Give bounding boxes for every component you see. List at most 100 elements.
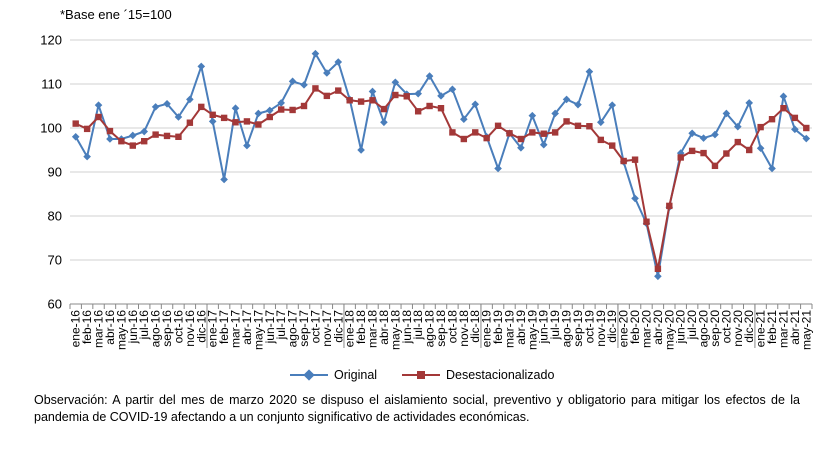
data-point-original (311, 49, 320, 58)
data-point-desestacionalizado (803, 124, 810, 132)
data-point-desestacionalizado (506, 130, 513, 137)
diamond-marker-icon (303, 369, 315, 381)
data-point-desestacionalizado (437, 105, 445, 112)
x-tick-label: sep-18 (434, 310, 448, 347)
x-tick-label: feb-20 (628, 310, 642, 344)
data-point-desestacionalizado (380, 105, 388, 113)
data-point-original (106, 135, 114, 143)
x-tick-label: ago-16 (149, 310, 163, 348)
y-tick-label: 70 (48, 253, 62, 268)
x-tick-label: mar-18 (366, 310, 380, 348)
data-point-original (71, 133, 80, 141)
x-tick-label: ene-17 (206, 310, 220, 348)
x-tick-label: ene-18 (343, 310, 357, 348)
x-tick-label: abr-17 (240, 310, 254, 345)
data-point-original (391, 78, 400, 87)
data-point-original (425, 72, 434, 80)
x-tick-label: dic-20 (742, 310, 756, 343)
data-point-desestacionalizado (723, 150, 730, 157)
x-tick-label: jun-17 (263, 310, 277, 345)
data-point-desestacionalizado (631, 156, 639, 163)
data-point-original (368, 87, 377, 96)
x-tick-label: jun-18 (400, 310, 414, 345)
y-axis-label: *Base ene ´15=100 (60, 7, 172, 22)
x-tick-label: sep-19 (571, 310, 585, 347)
data-point-desestacionalizado (449, 129, 456, 136)
legend-item-original: Original (290, 368, 377, 382)
legend-label-desestacionalizado: Desestacionalizado (446, 368, 555, 382)
data-point-desestacionalizado (198, 103, 205, 111)
x-tick-label: ene-21 (754, 310, 768, 348)
x-tick-label: abr-20 (651, 310, 665, 345)
data-point-desestacionalizado (677, 154, 684, 161)
x-tick-label: may-20 (662, 310, 676, 350)
data-point-desestacionalizado (266, 113, 273, 121)
data-point-desestacionalizado (586, 123, 593, 130)
data-point-desestacionalizado (551, 129, 559, 136)
x-tick-label: jul-18 (411, 310, 425, 341)
data-point-original (802, 134, 811, 143)
data-point-desestacionalizado (414, 108, 422, 115)
data-point-desestacionalizado (186, 119, 194, 126)
data-point-original (254, 109, 263, 118)
y-tick-label: 110 (41, 77, 62, 92)
data-point-original (243, 141, 251, 150)
data-point-original (608, 101, 617, 109)
data-point-desestacionalizado (72, 120, 79, 127)
x-tick-label: nov-20 (731, 310, 745, 347)
x-tick-label: nov-16 (183, 310, 197, 347)
data-point-desestacionalizado (83, 125, 91, 133)
x-tick-label: jun-19 (537, 310, 551, 345)
data-point-original (357, 146, 365, 154)
y-tick-label: 100 (40, 121, 62, 136)
data-point-original (334, 58, 343, 66)
data-point-original (231, 104, 240, 112)
data-point-desestacionalizado (426, 102, 433, 110)
data-point-desestacionalizado (757, 123, 764, 131)
data-point-desestacionalizado (472, 129, 479, 136)
observation-note: Observación: A partir del mes de marzo 2… (34, 393, 800, 424)
x-tick-label: feb-19 (491, 310, 505, 344)
data-point-original (654, 272, 662, 281)
x-tick-label: mar-19 (502, 310, 516, 348)
legend-line-original (290, 369, 328, 381)
x-tick-label: nov-19 (594, 310, 608, 347)
data-point-original (585, 67, 594, 76)
data-point-desestacionalizado (175, 133, 182, 140)
x-tick-label: feb-16 (80, 310, 94, 344)
x-tick-label: oct-20 (719, 310, 733, 344)
data-point-original (562, 95, 571, 104)
data-point-desestacionalizado (220, 114, 228, 122)
x-tick-label: oct-16 (171, 310, 185, 344)
data-point-original (300, 81, 308, 89)
data-point-original (597, 118, 605, 127)
data-point-original (380, 118, 388, 127)
data-point-original (779, 92, 788, 101)
x-tick-label: jul-19 (548, 310, 562, 341)
data-point-desestacionalizado (529, 129, 536, 136)
data-point-original (163, 100, 171, 108)
data-point-desestacionalizado (243, 118, 251, 125)
data-point-desestacionalizado (403, 93, 410, 100)
data-point-original (631, 194, 639, 203)
x-tick-label: mar-21 (776, 310, 790, 348)
data-point-desestacionalizado (540, 130, 547, 137)
legend: Original Desestacionalizado (0, 368, 834, 386)
x-tick-label: mar-20 (639, 310, 653, 348)
data-point-original (448, 85, 457, 94)
data-point-desestacionalizado (688, 147, 696, 155)
data-point-desestacionalizado (666, 202, 673, 210)
x-tick-label: dic-19 (605, 310, 619, 343)
data-point-desestacionalizado (312, 85, 319, 92)
data-point-original (734, 122, 742, 131)
x-tick-label: dic-16 (194, 310, 208, 343)
data-point-desestacionalizado (277, 106, 285, 113)
x-tick-label: nov-17 (320, 310, 334, 347)
data-point-original (186, 95, 194, 104)
x-tick-label: jul-17 (274, 310, 288, 341)
data-point-desestacionalizado (95, 113, 102, 121)
x-tick-label: oct-18 (445, 310, 459, 344)
data-point-original (220, 175, 228, 184)
data-point-desestacionalizado (517, 135, 525, 143)
data-point-desestacionalizado (152, 131, 159, 138)
